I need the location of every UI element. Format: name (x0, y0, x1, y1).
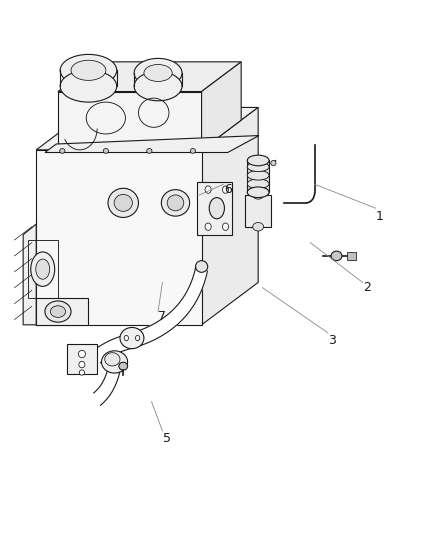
Polygon shape (197, 182, 232, 235)
Ellipse shape (119, 362, 127, 370)
Ellipse shape (167, 195, 184, 211)
Ellipse shape (79, 361, 85, 368)
Ellipse shape (195, 261, 208, 272)
Ellipse shape (271, 160, 276, 166)
Polygon shape (201, 108, 258, 325)
Polygon shape (67, 344, 97, 374)
Ellipse shape (36, 259, 49, 279)
Ellipse shape (223, 186, 229, 193)
Text: 1: 1 (376, 209, 384, 223)
Ellipse shape (161, 190, 190, 216)
Ellipse shape (247, 155, 269, 166)
Ellipse shape (71, 60, 106, 80)
Ellipse shape (60, 70, 117, 102)
Polygon shape (36, 150, 201, 325)
Ellipse shape (124, 335, 128, 341)
Ellipse shape (78, 350, 85, 358)
Ellipse shape (331, 251, 342, 261)
Ellipse shape (247, 188, 269, 197)
Polygon shape (58, 92, 201, 150)
Ellipse shape (50, 306, 66, 317)
Ellipse shape (79, 370, 85, 375)
Ellipse shape (103, 149, 109, 154)
Ellipse shape (205, 186, 211, 193)
Polygon shape (58, 62, 241, 92)
Ellipse shape (60, 54, 117, 86)
Polygon shape (45, 135, 259, 152)
Ellipse shape (135, 335, 140, 341)
Ellipse shape (190, 149, 195, 154)
Ellipse shape (120, 327, 144, 349)
Ellipse shape (247, 162, 269, 172)
Ellipse shape (209, 198, 224, 219)
Ellipse shape (223, 223, 229, 230)
Ellipse shape (134, 71, 182, 101)
Ellipse shape (247, 179, 269, 189)
Ellipse shape (253, 191, 264, 199)
Text: 2: 2 (363, 281, 371, 294)
Ellipse shape (105, 353, 120, 366)
Polygon shape (201, 62, 241, 150)
Polygon shape (131, 267, 208, 348)
Polygon shape (36, 298, 88, 325)
Ellipse shape (45, 301, 71, 322)
Text: 5: 5 (163, 432, 171, 446)
Ellipse shape (247, 187, 269, 198)
Polygon shape (247, 160, 269, 192)
Ellipse shape (147, 149, 152, 154)
Text: 6: 6 (224, 183, 232, 196)
Ellipse shape (114, 195, 132, 212)
Ellipse shape (247, 171, 269, 180)
Ellipse shape (102, 351, 127, 373)
Polygon shape (245, 195, 271, 227)
Ellipse shape (134, 59, 182, 87)
Ellipse shape (31, 252, 55, 286)
Ellipse shape (205, 223, 211, 230)
Ellipse shape (60, 149, 65, 154)
Ellipse shape (253, 222, 264, 231)
Ellipse shape (144, 64, 172, 82)
Polygon shape (347, 252, 356, 260)
Polygon shape (23, 224, 36, 325)
Polygon shape (36, 108, 258, 150)
Text: 7: 7 (159, 310, 166, 324)
Ellipse shape (108, 188, 138, 217)
Text: 3: 3 (328, 334, 336, 347)
